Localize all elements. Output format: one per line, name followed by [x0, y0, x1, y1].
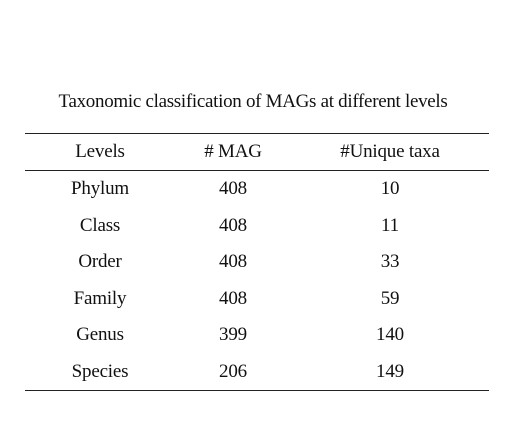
- cell-mag-count: 408: [219, 214, 247, 236]
- header-unique-taxa: #Unique taxa: [340, 141, 440, 162]
- table-row: Genus 399 140: [25, 317, 489, 354]
- cell-unique-taxa: 140: [376, 324, 404, 346]
- taxonomy-table: Levels # MAG #Unique taxa Phylum 408 10 …: [25, 133, 489, 391]
- cell-level: Species: [71, 360, 129, 382]
- cell-mag-count: 408: [219, 287, 247, 309]
- table-row: Order 408 33: [25, 244, 489, 281]
- cell-unique-taxa: 10: [380, 178, 400, 200]
- table-row: Species 206 149: [25, 354, 489, 391]
- cell-level: Class: [79, 214, 121, 236]
- cell-unique-taxa: 33: [380, 251, 400, 273]
- cell-level: Phylum: [71, 178, 129, 200]
- cell-level: Family: [73, 287, 127, 309]
- header-levels: Levels: [75, 141, 125, 162]
- cell-level: Genus: [76, 324, 124, 346]
- cell-mag-count: 408: [219, 178, 247, 200]
- cell-mag-count: 408: [219, 251, 247, 273]
- cell-level: Order: [78, 251, 122, 273]
- cell-mag-count: 399: [219, 324, 247, 346]
- cell-unique-taxa: 59: [380, 287, 400, 309]
- cell-unique-taxa: 149: [376, 360, 404, 382]
- cell-unique-taxa: 11: [381, 214, 399, 236]
- table-row: Class 408 11: [25, 208, 489, 245]
- table-header-row: Levels # MAG #Unique taxa: [25, 133, 489, 171]
- table-caption: Taxonomic classification of MAGs at diff…: [58, 91, 448, 112]
- cell-mag-count: 206: [219, 360, 247, 382]
- table-row: Phylum 408 10: [25, 171, 489, 208]
- header-mag-count: # MAG: [204, 141, 262, 162]
- table-row: Family 408 59: [25, 281, 489, 318]
